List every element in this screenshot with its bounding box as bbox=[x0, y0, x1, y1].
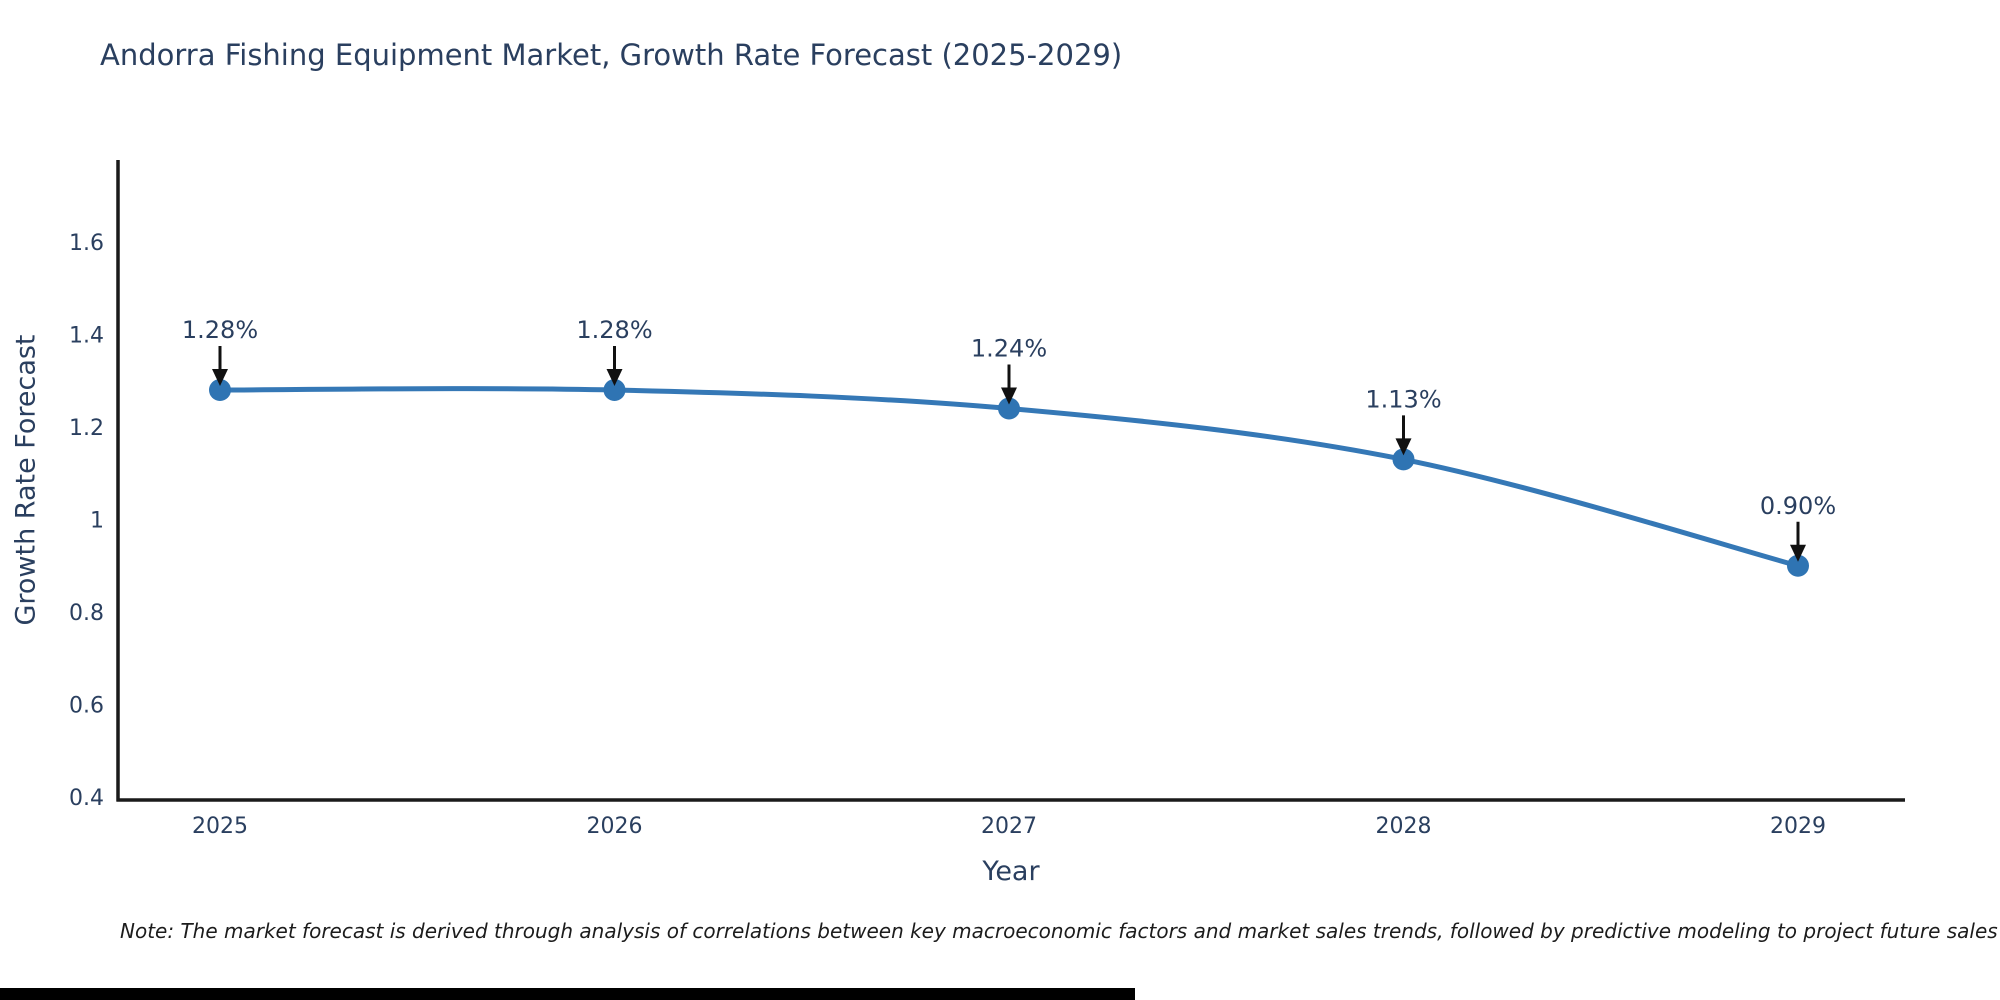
x-axis-title: Year bbox=[982, 856, 1040, 887]
footnote: Note: The market forecast is derived thr… bbox=[120, 919, 1998, 943]
y-tick-label: 1 bbox=[90, 509, 104, 534]
data-point-marker bbox=[998, 397, 1020, 420]
annotation-arrow-head bbox=[606, 369, 623, 386]
x-tick-label: 2027 bbox=[981, 814, 1037, 839]
point-annotation-label: 1.28% bbox=[182, 316, 258, 344]
point-annotation-label: 1.24% bbox=[971, 335, 1047, 363]
annotation-arrow-head bbox=[1790, 544, 1806, 562]
data-point-marker bbox=[603, 379, 626, 401]
annotation-arrow-head bbox=[212, 369, 228, 386]
y-tick-label: 1.6 bbox=[69, 231, 104, 256]
y-tick-label: 1.2 bbox=[69, 416, 104, 441]
y-tick-label: 0.6 bbox=[69, 694, 104, 719]
bottom-edge-bar bbox=[0, 988, 1135, 1000]
x-tick-label: 2025 bbox=[192, 814, 248, 839]
data-point-marker bbox=[1392, 448, 1415, 471]
data-point-marker bbox=[209, 379, 231, 401]
point-annotation-label: 1.13% bbox=[1365, 385, 1441, 413]
annotation-arrow-head bbox=[1395, 438, 1412, 456]
y-tick-label: 0.4 bbox=[69, 786, 104, 811]
chart-title: Andorra Fishing Equipment Market, Growth… bbox=[100, 38, 1123, 72]
y-tick-label: 1.4 bbox=[69, 324, 104, 349]
x-tick-label: 2029 bbox=[1770, 814, 1826, 839]
annotation-arrow-head bbox=[1001, 387, 1017, 405]
x-tick-label: 2026 bbox=[587, 814, 643, 839]
y-tick-label: 0.8 bbox=[69, 601, 104, 626]
point-annotation-label: 1.28% bbox=[576, 316, 652, 344]
data-point-marker bbox=[1787, 554, 1809, 577]
x-tick-label: 2028 bbox=[1376, 814, 1432, 839]
point-annotation-label: 0.90% bbox=[1760, 492, 1836, 520]
